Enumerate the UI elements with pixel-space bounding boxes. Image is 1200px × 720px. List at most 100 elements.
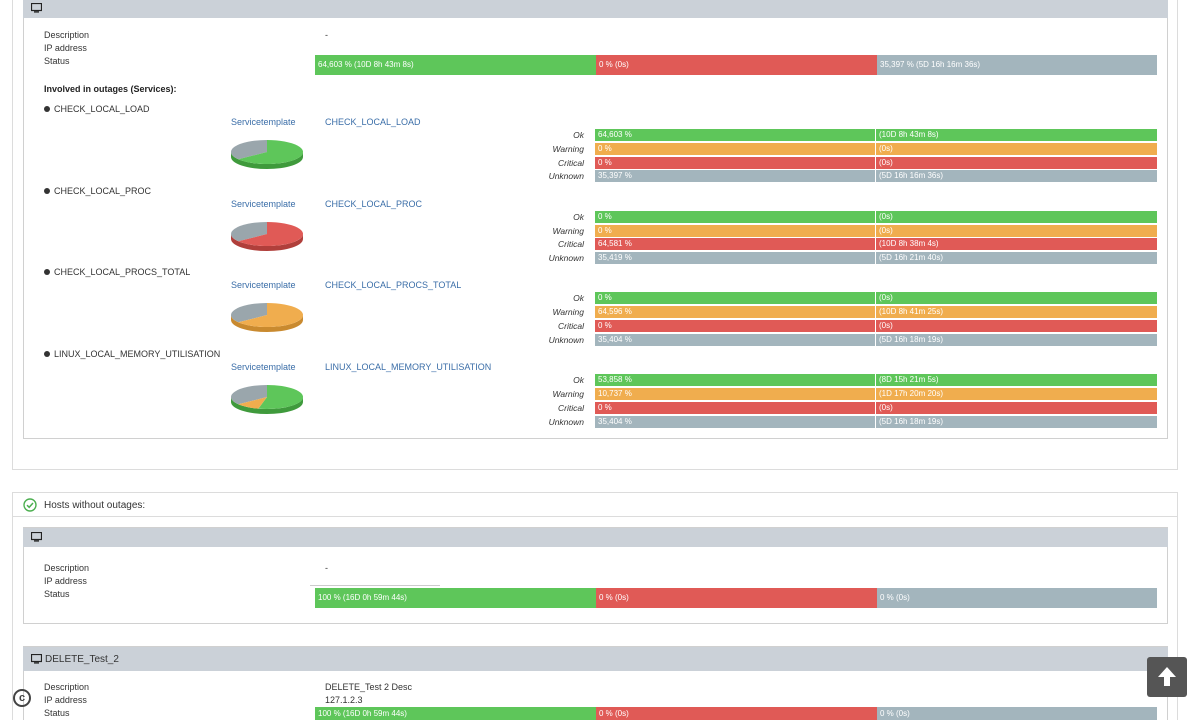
state-bar-warning: 0 % (0s) [595,224,1157,237]
state-duration: (5D 16h 18m 19s) [876,333,1157,346]
status-critical-segment: 0 % (0s) [596,588,877,608]
state-percent: 35,419 % [595,252,875,265]
state-duration: (5D 16h 18m 19s) [876,415,1157,428]
pie-slice-warning [238,397,267,409]
pie-side [231,315,303,333]
state-percent: 10,737 % [595,387,875,400]
pie-slice-ok [238,140,303,164]
host-status-bar: 100 % (16D 0h 59m 44s) 0 % (0s) 0 % (0s) [315,707,1157,720]
state-duration: (10D 8h 38m 4s) [876,238,1157,251]
state-bar-unknown: 35,404 % (5D 16h 18m 19s) [595,415,1157,428]
bullet-icon [44,106,50,112]
state-bar-critical: 64,581 % (10D 8h 38m 4s) [595,238,1157,251]
servicetemplate-link[interactable]: CHECK_LOCAL_LOAD [325,117,421,127]
scroll-top-button[interactable] [1147,657,1187,697]
state-duration: (0s) [876,292,1157,305]
state-percent: 64,596 % [595,306,875,319]
involved-title: Involved in outages (Services): [44,84,177,94]
state-label-unknown: Unknown [548,334,584,345]
servicetemplate-link[interactable]: CHECK_LOCAL_PROC [325,198,423,209]
state-label-unknown: Unknown [548,416,584,427]
host-header-1[interactable] [23,0,1168,18]
state-duration: (1D 17h 20m 20s) [876,387,1157,400]
service-name[interactable]: CHECK_LOCAL_PROCS_TOTAL [44,267,190,277]
host-header-2[interactable] [23,528,1168,547]
state-bar-warning: 64,596 % (10D 8h 41m 25s) [595,306,1157,319]
pie-slice-unknown [231,140,267,160]
pie-slice-warning [238,303,303,328]
pie-side [231,152,303,169]
state-duration: (0s) [876,320,1157,332]
no-outages-title: Hosts without outages: [44,500,146,511]
pie-slice-unknown [231,385,267,405]
service-name[interactable]: LINUX_LOCAL_MEMORY_UTILISATION [44,349,220,359]
service-pie-chart [231,221,303,251]
arrow-up-icon [1158,667,1176,686]
state-percent: 64,581 % [595,238,875,251]
state-bar-ok: 0 % (0s) [595,292,1157,305]
state-percent: 0 % [595,320,875,332]
status-critical-segment: 0 % (0s) [596,55,877,75]
pie-slice-critical [238,221,303,246]
servicetemplate-label: Servicetemplate [231,362,296,373]
ip-label: IP address [44,695,87,705]
status-ok-segment: 100 % (16D 0h 59m 44s) [315,588,596,608]
bullet-icon [44,187,50,194]
state-bar-unknown: 35,404 % (5D 16h 18m 19s) [595,333,1157,346]
state-duration: (0s) [876,142,1157,155]
status-label: Status [44,589,70,599]
ip-underline [310,585,440,586]
state-label-ok: Ok [573,375,584,386]
ip-value: 127.1.2.3 [325,695,363,705]
host-status-bar: 100 % (16D 0h 59m 44s) 0 % (0s) 0 % (0s) [315,588,1157,608]
state-bar-ok: 0 % (0s) [595,210,1157,223]
state-label-warning: Warning [552,388,585,399]
description-value: - [325,563,328,573]
service-pie-chart [231,140,303,169]
state-duration: (0s) [876,156,1157,169]
state-bar-ok: 64,603 % (10D 8h 43m 8s) [595,129,1157,141]
state-percent: 0 % [595,292,875,305]
service-pie-chart [231,385,303,415]
service-name-text: CHECK_LOCAL_PROC [54,185,152,196]
state-label-unknown: Unknown [548,253,584,264]
state-label-unknown: Unknown [548,171,584,182]
monitor-icon [31,532,42,542]
copyright-icon: c [13,689,31,707]
host-header-3[interactable]: DELETE_Test_2 [23,647,1168,671]
status-label: Status [44,708,70,718]
state-duration: (5D 16h 16m 36s) [876,170,1157,183]
state-label-ok: Ok [573,293,584,304]
state-bar-ok: 53,858 % (8D 15h 21m 5s) [595,374,1157,387]
servicetemplate-link[interactable]: LINUX_LOCAL_MEMORY_UTILISATION [325,362,492,373]
state-percent: 0 % [595,401,875,414]
description-label: Description [44,30,90,40]
state-duration: (10D 8h 43m 8s) [876,129,1157,141]
state-label-ok: Ok [573,130,584,140]
state-label-ok: Ok [573,211,584,222]
state-bar-critical: 0 % (0s) [595,401,1157,414]
state-bar-warning: 10,737 % (1D 17h 20m 20s) [595,387,1157,400]
service-name-text: CHECK_LOCAL_PROCS_TOTAL [54,267,191,278]
check-circle-icon [23,498,37,512]
pie-slice-ok [258,385,303,410]
state-label-critical: Critical [558,402,584,413]
status-ok-segment: 100 % (16D 0h 59m 44s) [315,707,596,720]
pie-slice-unknown [231,303,267,323]
ip-label: IP address [44,576,87,586]
state-bar-warning: 0 % (0s) [595,142,1157,155]
pie-side [231,397,303,415]
state-duration: (10D 8h 41m 25s) [876,306,1157,319]
servicetemplate-link[interactable]: CHECK_LOCAL_PROCS_TOTAL [325,280,462,291]
description-label: Description [44,563,90,573]
servicetemplate-label: Servicetemplate [231,198,296,209]
description-value: - [325,30,328,40]
service-name[interactable]: CHECK_LOCAL_LOAD [44,104,150,114]
state-bar-unknown: 35,397 % (5D 16h 16m 36s) [595,170,1157,183]
state-percent: 35,404 % [595,333,875,346]
state-percent: 0 % [595,224,875,237]
service-name[interactable]: CHECK_LOCAL_PROC [44,186,151,196]
state-bar-critical: 0 % (0s) [595,156,1157,169]
pie-slice-unknown [231,221,267,241]
bullet-icon [44,269,50,276]
